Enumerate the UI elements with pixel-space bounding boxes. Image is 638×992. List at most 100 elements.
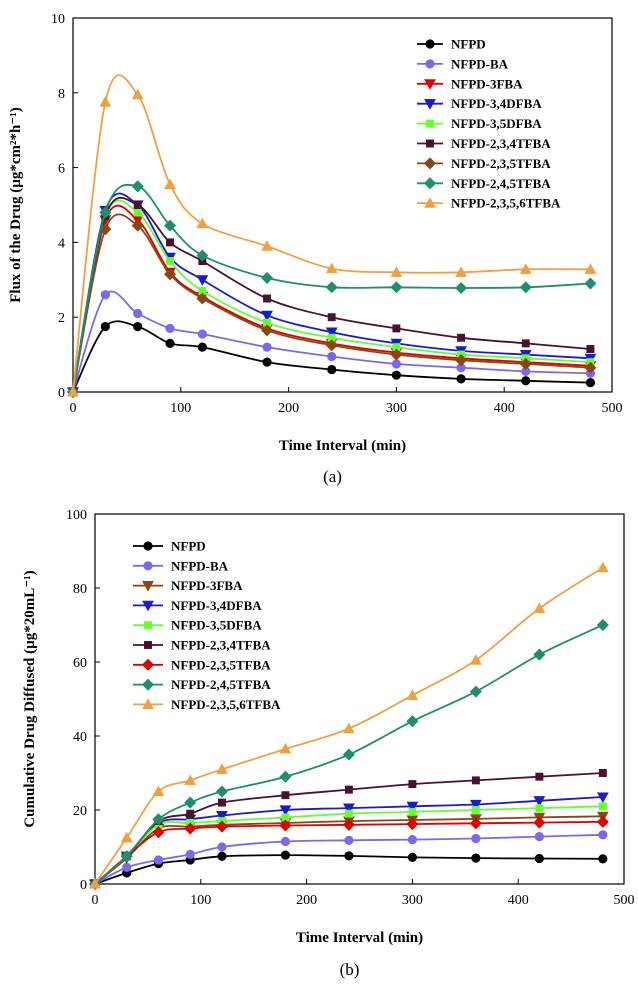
- data-point: [131, 88, 144, 100]
- data-point: [596, 561, 609, 573]
- x-tick-label: 500: [614, 893, 635, 908]
- data-point: [325, 339, 338, 352]
- data-point: [469, 817, 482, 830]
- data-point: [279, 819, 292, 832]
- data-point: [344, 851, 354, 861]
- data-point: [596, 815, 609, 828]
- data-point: [131, 180, 144, 193]
- data-point: [216, 763, 228, 774]
- data-point: [263, 294, 271, 303]
- series-NFPD-2,3,5TFBA: [88, 815, 609, 891]
- data-point: [521, 376, 531, 386]
- y-tick-label: 0: [58, 386, 65, 401]
- legend-entry: NFPD-2,3,4TFBA: [417, 136, 551, 151]
- x-tick-label: 100: [190, 893, 211, 908]
- data-point: [133, 321, 143, 332]
- data-point: [535, 772, 544, 781]
- data-point: [344, 835, 354, 845]
- data-point: [131, 219, 144, 232]
- data-point: [584, 263, 597, 274]
- data-point: [406, 715, 419, 728]
- legend-marker: [141, 678, 155, 691]
- data-point: [185, 849, 195, 860]
- data-point: [325, 281, 338, 294]
- data-point: [164, 268, 177, 281]
- legend-label: NFPD-2,3,5TFBA: [171, 657, 271, 672]
- legend-marker: [424, 99, 436, 110]
- data-point: [261, 324, 274, 337]
- figure-caption: (a): [323, 467, 342, 486]
- data-point: [342, 818, 355, 831]
- legend-label: NFPD-2,3,5,6TFBA: [451, 196, 561, 211]
- x-tick-label: 400: [508, 893, 529, 908]
- data-point: [184, 774, 197, 786]
- data-point: [165, 338, 175, 348]
- data-point: [469, 685, 482, 698]
- plot-frame: [72, 17, 613, 393]
- data-point: [585, 378, 596, 388]
- series-NFPD-2,3,5,6TFBA: [89, 561, 609, 889]
- data-point: [391, 359, 402, 369]
- data-point: [218, 798, 226, 807]
- data-point: [390, 266, 403, 277]
- legend-entry: NFPD-3,5DFBA: [417, 116, 542, 131]
- data-point: [280, 850, 291, 860]
- legend-entry: NFPD-3FBA: [417, 76, 523, 91]
- data-point: [534, 853, 544, 864]
- data-point: [152, 826, 165, 839]
- data-point: [598, 802, 607, 811]
- chart-1: 0 100 200 300 400 500 0 2 4 6 8 10 Time Interval (mi…: [8, 12, 623, 486]
- x-tick-label: 100: [170, 401, 191, 416]
- y-axis-title: Cumulative Drug Diffused (µg*20mL⁻¹): [22, 570, 38, 827]
- data-point: [100, 321, 110, 332]
- data-point: [390, 348, 403, 361]
- y-tick-label: 4: [58, 236, 65, 251]
- data-point: [455, 354, 468, 367]
- legend-marker: [424, 197, 436, 208]
- data-point: [471, 853, 481, 863]
- data-point: [534, 832, 544, 842]
- data-point: [196, 275, 209, 286]
- data-point: [325, 327, 338, 339]
- data-point: [535, 804, 544, 813]
- data-point: [519, 281, 532, 294]
- x-tick-label: 300: [386, 401, 407, 416]
- data-point: [261, 240, 273, 251]
- data-point: [152, 813, 165, 826]
- data-point: [533, 648, 546, 661]
- data-point: [406, 818, 419, 831]
- legend-marker: [142, 600, 154, 612]
- legend-marker: [142, 580, 154, 592]
- legend-entry: NFPD-2,3,5TFBA: [133, 657, 271, 672]
- data-point: [196, 217, 209, 229]
- data-point: [279, 805, 292, 816]
- data-point: [281, 791, 290, 800]
- data-point: [407, 834, 418, 845]
- data-point: [184, 822, 197, 835]
- y-axis-title: Flux of the Drug (µg*cm²*h⁻¹): [8, 107, 24, 303]
- legend-marker: [423, 157, 437, 170]
- data-point: [133, 308, 143, 319]
- legend-marker: [144, 621, 152, 630]
- data-point: [196, 249, 209, 262]
- series-line: [94, 566, 604, 885]
- legend-entry: NFPD-2,3,5,6TFBA: [417, 196, 561, 211]
- data-point: [344, 785, 353, 794]
- data-point: [120, 850, 133, 863]
- data-point: [262, 357, 272, 367]
- legend-label: NFPD-3FBA: [451, 76, 523, 91]
- data-point: [343, 803, 355, 815]
- data-point: [152, 785, 165, 797]
- data-point: [89, 878, 101, 889]
- legend-entry: NFPD-2,3,4TFBA: [133, 638, 271, 653]
- chart-2: 0 100 200 300 400 500 0 20 40 60 80 100 Time Interva…: [22, 508, 635, 979]
- series-NFPD-2,4,5TFBA: [88, 618, 609, 891]
- data-point: [217, 842, 227, 852]
- legend-label: NFPD-3,4DFBA: [451, 96, 542, 111]
- legend-entry: NFPD-3,4DFBA: [417, 96, 542, 111]
- data-point: [186, 809, 195, 818]
- data-point: [457, 333, 466, 342]
- y-tick-label: 10: [51, 12, 65, 27]
- data-point: [521, 339, 530, 348]
- series-line: [94, 624, 604, 885]
